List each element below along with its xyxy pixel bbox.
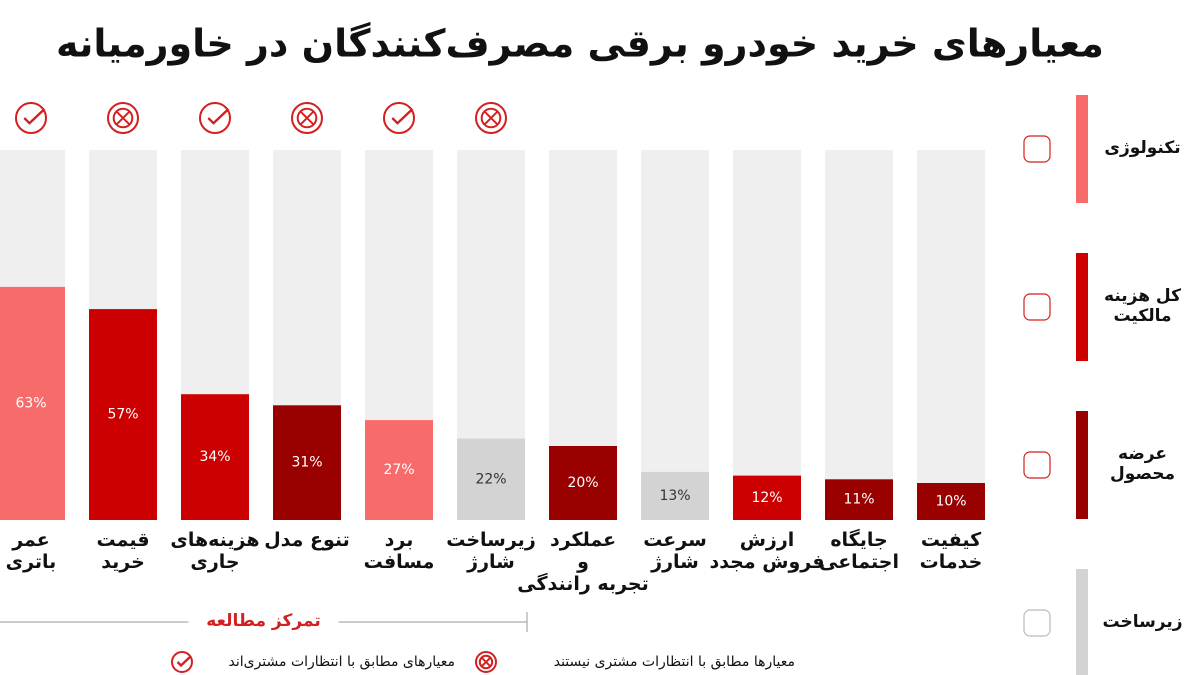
bar-track [641,150,709,520]
icon-ring [199,102,231,134]
icon-ring [291,102,323,134]
x-tick-label: برد مسافت [363,529,435,573]
check-icon [15,102,47,134]
value-label: 11% [843,492,874,508]
icon-ring [15,102,47,134]
value-label: 27% [383,462,414,478]
x-tick-label: کیفیت خدمات [919,529,983,573]
cross-icon [107,102,139,134]
bar-track [917,150,985,520]
bar-track [733,150,801,520]
bar [733,475,801,520]
bar [89,309,157,520]
bar [549,446,617,520]
icon-inner [296,107,318,129]
x-tick-label: ارزش فروش مجدد [709,529,825,573]
x-tick-label: هزینه‌های جاری [170,529,260,573]
cross-icon [475,102,507,134]
icon-cross [115,110,131,126]
group-icon [1023,135,1051,163]
group-label: عرضه محصول [1110,444,1175,484]
icon-cross [481,657,491,667]
check-icon [199,102,231,134]
bar-track [825,150,893,520]
check-icon [383,102,415,134]
check-icon [171,651,193,673]
value-label: 13% [659,488,690,504]
icon-ring [171,651,193,673]
value-label: 57% [107,407,138,423]
group-label: کل هزینه مالکیت [1104,286,1181,326]
icon-cross [299,110,315,126]
group-label: تکنولوژی [1104,138,1181,159]
bar [825,479,893,520]
icon-check [23,108,46,125]
bar [181,394,249,520]
icon-ring [383,102,415,134]
icon-inner [478,654,494,670]
icon-check [391,108,414,125]
icon-inner [112,107,134,129]
icon-ring [107,102,139,134]
group-swatch [1076,253,1088,361]
x-tick-label: تنوع مدل [264,529,350,551]
icon-inner [480,107,502,129]
bar [917,483,985,520]
bracket-label: تمرکز مطالعه [206,611,321,631]
icon-check [207,108,230,125]
bar [273,405,341,520]
bar [0,286,65,520]
bar [641,471,709,520]
group-icon [1023,293,1051,321]
value-label: 31% [291,455,322,471]
x-tick-label: قیمت خرید [96,529,150,573]
icon-legend-label: معیارها مطابق با انتظارات مشتری نیستند [554,654,795,670]
bar [365,420,433,520]
icon-cross [483,110,499,126]
icon-legend-label: معیارهای مطابق با انتظارات مشتری‌اند [228,654,455,670]
bar [457,438,525,520]
icon-ring [475,102,507,134]
icon-check [176,655,192,668]
chart-title: معیارهای خرید خودرو برقی مصرف‌کنندگان در… [56,22,1104,67]
cross-icon [475,651,497,673]
icon-ring [475,651,497,673]
value-label: 63% [15,395,46,411]
group-swatch [1076,95,1088,203]
group-label: زیرساخت [1102,612,1183,633]
x-tick-label: عملکرد و تجربه رانندگی [517,529,649,595]
x-tick-label: زیرساخت شارژ [446,529,536,573]
group-icon [1023,609,1051,637]
value-label: 12% [751,490,782,506]
x-tick-label: عمر باتری [5,529,57,573]
value-label: 20% [567,475,598,491]
cross-icon [291,102,323,134]
group-swatch [1076,569,1088,675]
value-label: 34% [199,449,230,465]
group-swatch [1076,411,1088,519]
x-tick-label: جایگاه اجتماعی [818,529,900,573]
group-icon [1023,451,1051,479]
value-label: 22% [475,471,506,487]
value-label: 10% [935,494,966,510]
x-tick-label: سرعت شارژ [643,529,707,573]
bracket-bg [188,608,339,636]
